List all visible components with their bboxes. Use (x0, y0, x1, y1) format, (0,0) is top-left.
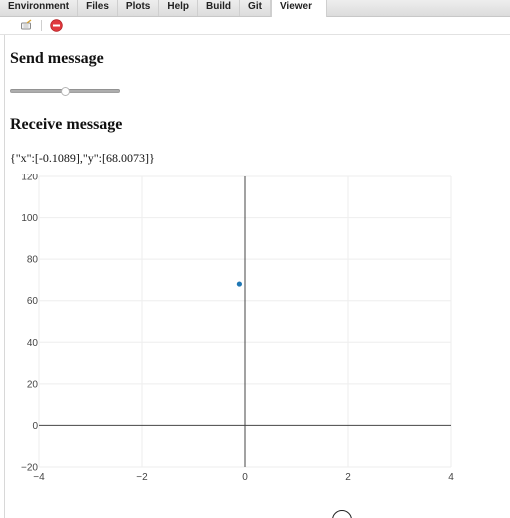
message-slider[interactable] (10, 87, 120, 96)
y-tick-label: 120 (21, 174, 38, 183)
viewer-content: Send message Receive message {"x":[-0.10… (4, 35, 510, 518)
pane-tab-bar: Environment Files Plots Help Build Git V… (0, 0, 510, 17)
clear-viewer-button[interactable] (20, 19, 33, 32)
slider-handle[interactable] (60, 87, 70, 96)
y-tick-label: 100 (21, 213, 38, 224)
y-tick-label: 80 (27, 255, 39, 266)
tab-environment[interactable]: Environment (0, 0, 79, 16)
x-tick-label: −2 (136, 472, 148, 483)
stop-button[interactable] (50, 19, 63, 32)
y-tick-label: 20 (27, 379, 39, 390)
received-message-text: {"x":[-0.1089],"y":[68.0073]} (10, 151, 155, 165)
tab-help[interactable]: Help (159, 0, 199, 16)
y-tick-label: 40 (27, 338, 39, 349)
tab-build[interactable]: Build (198, 0, 241, 16)
tab-plots[interactable]: Plots (118, 0, 160, 16)
tab-git[interactable]: Git (240, 0, 271, 16)
x-tick-label: 0 (242, 472, 248, 483)
viewer-toolbar (0, 17, 510, 35)
x-tick-label: 2 (345, 472, 351, 483)
toolbar-separator (41, 20, 42, 31)
y-tick-label: −20 (21, 463, 38, 474)
x-tick-label: −4 (33, 472, 45, 483)
x-tick-label: 4 (448, 472, 454, 483)
tab-files[interactable]: Files (78, 0, 118, 16)
tab-viewer[interactable]: Viewer (270, 0, 327, 17)
y-tick-label: 0 (32, 421, 38, 432)
y-tick-label: 60 (27, 296, 39, 307)
data-point[interactable] (236, 281, 242, 287)
stop-icon (50, 19, 63, 32)
broom-icon (21, 19, 32, 30)
receive-message-heading: Receive message (10, 116, 123, 133)
send-message-heading: Send message (10, 50, 104, 67)
